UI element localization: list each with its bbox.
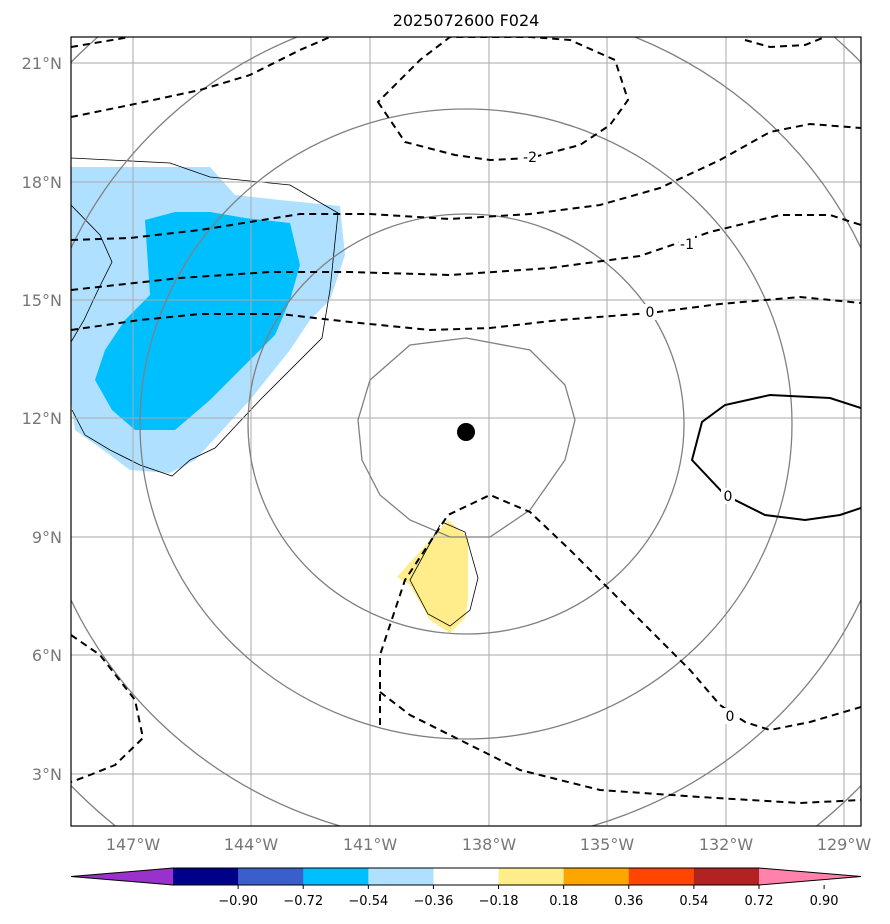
lon-tick-label: 138°W xyxy=(462,835,517,854)
dashed-contours xyxy=(71,37,861,805)
colorbar-segment xyxy=(238,868,304,885)
colorbar: −0.90 −0.72 −0.54 −0.36 −0.18 0.18 0.36 0.54 0.7… xyxy=(70,867,862,909)
lat-tick-label: 6°N xyxy=(32,646,62,665)
colorbar-label: 0.36 xyxy=(614,894,643,909)
contour-label: 0 xyxy=(724,489,733,505)
contour-label: 0 xyxy=(646,305,655,321)
colorbar-segment xyxy=(628,868,695,885)
lon-tick-label: 141°W xyxy=(343,835,398,854)
colorbar-label: −0.36 xyxy=(414,894,454,909)
lat-tick-label: 9°N xyxy=(32,528,62,547)
gridlines xyxy=(71,37,861,826)
contour-label: 0 xyxy=(726,709,735,725)
lon-tick-label: 129°W xyxy=(817,835,872,854)
colorbar-segment xyxy=(368,868,434,885)
colorbar-outline xyxy=(70,867,862,886)
contour-label: -1 xyxy=(680,237,694,253)
colorbar-label: −0.18 xyxy=(479,894,519,909)
center-marker xyxy=(457,423,475,441)
colorbar-label: 0.90 xyxy=(810,894,839,909)
colorbar-segment xyxy=(498,868,565,885)
lat-tick-labels: 21°N 18°N 15°N 12°N 9°N 6°N 3°N xyxy=(22,54,62,784)
contour-labels: -2 -1 0 0 0 xyxy=(522,149,737,725)
lon-tick-label: 135°W xyxy=(580,835,635,854)
colorbar-label: −0.54 xyxy=(348,894,388,909)
contour-label: -2 xyxy=(523,150,537,166)
map-frame xyxy=(70,36,862,827)
colorbar-label: −0.90 xyxy=(218,894,258,909)
colorbar-label: 0.72 xyxy=(745,894,774,909)
colorbar-segment xyxy=(693,868,760,885)
lat-tick-label: 15°N xyxy=(22,291,62,310)
colorbar-segment xyxy=(173,868,239,885)
lon-tick-label: 147°W xyxy=(106,835,161,854)
solid-contour xyxy=(690,393,861,522)
lon-tick-labels: 147°W 144°W 141°W 138°W 135°W 132°W 129°… xyxy=(106,835,872,854)
map-title: 2025072600 F024 xyxy=(393,11,540,30)
shaded-field xyxy=(71,167,468,633)
lat-tick-label: 3°N xyxy=(32,765,62,784)
lat-tick-label: 12°N xyxy=(22,409,62,428)
colorbar-segment xyxy=(303,868,369,885)
shade-outlines xyxy=(71,157,479,627)
colorbar-segment xyxy=(563,868,630,885)
colorbar-segment xyxy=(433,868,500,885)
lat-tick-label: 21°N xyxy=(22,54,62,73)
lat-tick-label: 18°N xyxy=(22,173,62,192)
colorbar-extend-low xyxy=(71,868,173,885)
yellow-region xyxy=(397,520,468,633)
lon-tick-label: 144°W xyxy=(224,835,279,854)
blue-region xyxy=(95,212,300,430)
colorbar-label: 0.54 xyxy=(679,894,708,909)
lon-tick-label: 132°W xyxy=(699,835,754,854)
colorbar-label: −0.72 xyxy=(283,894,323,909)
colorbar-label: 0.18 xyxy=(549,894,578,909)
colorbar-extend-high xyxy=(759,868,861,885)
